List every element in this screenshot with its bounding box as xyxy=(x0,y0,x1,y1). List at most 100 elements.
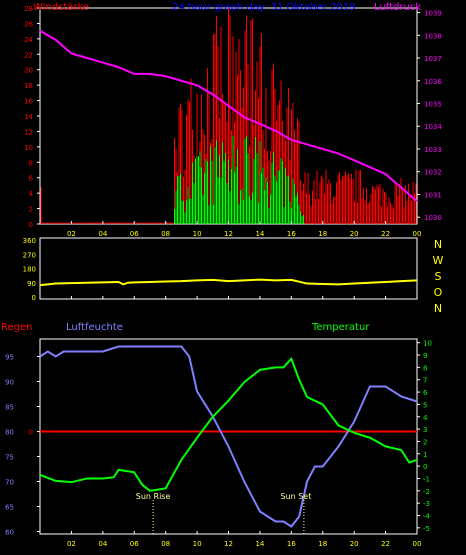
pressure-axis-title: Luftdruck xyxy=(374,2,421,13)
humidity-tick-label: 80 xyxy=(5,429,14,437)
temperature-tick-label: 1 xyxy=(423,451,427,459)
wind-tick-label: 22 xyxy=(24,51,33,59)
x-tick-label-top: 08 xyxy=(161,230,170,238)
temperature-tick-label: 0 xyxy=(423,463,427,471)
pressure-line xyxy=(39,29,418,203)
x-tick-label-bottom: 16 xyxy=(287,540,296,548)
humidity-label: Luftfeuchte xyxy=(66,322,123,333)
temperature-tick-label: 9 xyxy=(423,352,427,360)
direction-tick-label: 90 xyxy=(27,280,36,288)
wind-tick-label: 4 xyxy=(29,190,34,198)
temperature-tick-label: -3 xyxy=(423,500,430,508)
pressure-tick-label: 1037 xyxy=(424,55,442,63)
x-axis-ticks: 02 02 04 04 06 06 08 08 10 10 12 12 14 14 16 16 18 18 20 20… xyxy=(67,221,422,548)
x-tick-label-top: 10 xyxy=(193,230,202,238)
x-tick-label-top: 02 xyxy=(67,230,76,238)
temperature-tick-label: 10 xyxy=(423,340,432,348)
wind-tick-label: 8 xyxy=(29,159,33,167)
wind-tick-label: 16 xyxy=(24,98,33,106)
humidity-tick-label: 75 xyxy=(5,454,14,462)
wind-tick-label: 10 xyxy=(24,144,33,152)
pressure-tick-label: 1032 xyxy=(424,169,442,177)
compass-label: W xyxy=(433,254,444,267)
x-tick-label-bottom: 20 xyxy=(350,540,359,548)
wind-tick-label: 20 xyxy=(24,67,33,75)
rain-label: Regen xyxy=(1,322,33,333)
pressure-tick-label: 1036 xyxy=(424,78,442,86)
direction-tick-label: 270 xyxy=(23,251,36,259)
wind-bars xyxy=(40,8,417,224)
x-tick-label-top: 18 xyxy=(318,230,327,238)
temperature-label: Temperatur xyxy=(311,322,370,333)
wind-tick-label: 0 xyxy=(29,221,33,229)
rain-tick-label: 0 xyxy=(29,429,33,437)
x-tick-label-top: 16 xyxy=(287,230,296,238)
x-tick-label-bottom: 12 xyxy=(224,540,233,548)
x-tick-label-bottom: 08 xyxy=(161,540,170,548)
direction-tick-label: 360 xyxy=(23,237,36,245)
pressure-tick-label: 1035 xyxy=(424,100,442,108)
pressure-tick-label: 1033 xyxy=(424,146,442,154)
humidity-tick-label: 60 xyxy=(5,529,14,537)
direction-tick-label: 0 xyxy=(32,294,36,302)
pressure-tick-label: 1030 xyxy=(424,214,442,222)
temperature-tick-label: 5 xyxy=(423,401,427,409)
humidity-line xyxy=(39,345,418,528)
wind-direction-frame xyxy=(39,237,418,300)
temperature-tick-label: 8 xyxy=(423,364,427,372)
wind-direction-line xyxy=(39,278,418,287)
compass-label: N xyxy=(434,238,442,251)
x-tick-label-top: 20 xyxy=(350,230,359,238)
x-tick-label-bottom: 10 xyxy=(193,540,202,548)
x-tick-label-top: 22 xyxy=(381,230,390,238)
compass-label: N xyxy=(434,302,442,315)
x-tick-label-bottom: 00 xyxy=(413,540,422,548)
compass-label: S xyxy=(435,270,442,283)
wind-tick-label: 6 xyxy=(29,175,34,183)
temperature-tick-label: -1 xyxy=(423,475,430,483)
wind-pressure-chart: 0246810121416182022242628103010311032103… xyxy=(24,2,442,229)
humidity-tick-label: 65 xyxy=(5,504,14,512)
temperature-tick-label: 6 xyxy=(423,389,428,397)
x-tick-label-bottom: 18 xyxy=(318,540,327,548)
x-tick-label-bottom: 02 xyxy=(67,540,76,548)
wind-tick-label: 18 xyxy=(24,82,33,90)
chart-title: 24 hour graph day: 31 Oktober 2019 xyxy=(172,2,356,13)
temperature-tick-label: 4 xyxy=(423,414,428,422)
humidity-tick-label: 85 xyxy=(5,404,14,412)
x-tick-label-bottom: 22 xyxy=(381,540,390,548)
wind-axis-title: Windstärke xyxy=(33,2,89,13)
x-tick-label-top: 14 xyxy=(255,230,264,238)
temperature-tick-label: 3 xyxy=(423,426,427,434)
sunrise-label: Sun Rise xyxy=(136,492,171,501)
x-tick-label-bottom: 04 xyxy=(98,540,107,548)
humidity-tick-label: 90 xyxy=(5,379,14,387)
wind-tick-label: 2 xyxy=(29,206,33,214)
pressure-tick-label: 1034 xyxy=(424,123,442,131)
temperature-line xyxy=(39,356,418,492)
x-tick-label-bottom: 14 xyxy=(255,540,264,548)
pressure-tick-label: 1039 xyxy=(424,10,442,18)
pressure-tick-label: 1031 xyxy=(424,191,442,199)
compass-label: O xyxy=(434,286,443,299)
direction-tick-label: 180 xyxy=(23,266,36,274)
x-tick-label-top: 04 xyxy=(98,230,107,238)
wind-tick-label: 26 xyxy=(24,20,33,28)
humidity-tick-label: 95 xyxy=(5,354,14,362)
pressure-tick-label: 1038 xyxy=(424,32,442,40)
temperature-tick-label: 2 xyxy=(423,438,427,446)
x-tick-label-top: 12 xyxy=(224,230,233,238)
wind-tick-label: 28 xyxy=(24,5,33,13)
humidity-temperature-chart: Regen Luftfeuchte Temperatur60657075808590… xyxy=(1,322,432,537)
x-tick-label-top: 00 xyxy=(413,230,422,238)
humidity-tick-label: 70 xyxy=(5,479,14,487)
humidity-temperature-frame xyxy=(39,338,418,535)
sunset-label: Sun Set xyxy=(280,492,311,501)
temperature-tick-label: 7 xyxy=(423,377,427,385)
wind-tick-label: 14 xyxy=(24,113,33,121)
x-tick-label-top: 06 xyxy=(130,230,139,238)
wind-tick-label: 24 xyxy=(24,36,33,44)
temperature-tick-label: -2 xyxy=(423,488,430,496)
